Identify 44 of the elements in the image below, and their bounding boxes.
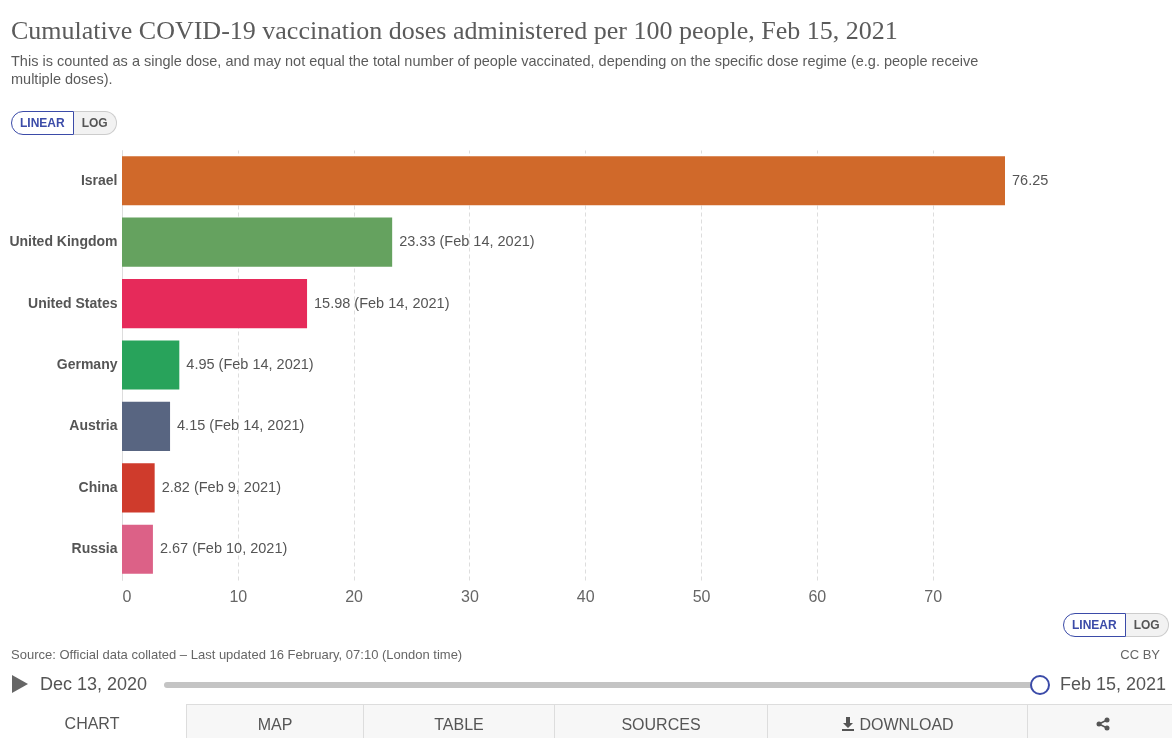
- bar: [122, 401, 171, 451]
- source-note: Source: Official data collated – Last updated 16 February, 07:10 (London time): [11, 647, 463, 662]
- text: LINEAR: [1063, 613, 1126, 637]
- x-tick-label: 40: [576, 587, 595, 605]
- bar: [122, 463, 155, 513]
- x-tick-label: 60: [808, 587, 827, 605]
- data-label: 4.15 (Feb 14, 2021): [177, 417, 305, 434]
- text: MAP: [186, 704, 364, 738]
- x-tick-label: 50: [692, 587, 711, 605]
- y-tick-label: Russia: [71, 540, 118, 557]
- text: LOG: [1125, 613, 1169, 637]
- data-label: 2.82 (Feb 9, 2021): [161, 478, 281, 495]
- data-label: 2.67 (Feb 10, 2021): [159, 540, 288, 557]
- x-tick-label: 0: [122, 587, 132, 605]
- data-label: 4.95 (Feb 14, 2021): [186, 356, 314, 372]
- text: LOG: [73, 111, 117, 135]
- y-tick-label: Germany: [56, 356, 118, 372]
- data-label: 15.98 (Feb 14, 2021): [314, 294, 450, 311]
- y-tick-label: United States: [28, 294, 118, 311]
- text: TABLE: [363, 704, 555, 738]
- y-tick-label: China: [78, 478, 118, 495]
- text: CHART: [0, 704, 185, 738]
- text: SOURCES: [554, 704, 768, 738]
- chart-title: Cumulative COVID-19 vaccination doses administered per 100 people, Feb 15, 2021: [11, 16, 898, 46]
- text: DOWNLOAD: [859, 716, 954, 733]
- x-tick-label: 70: [924, 587, 943, 605]
- text: LINEAR: [11, 111, 74, 135]
- y-tick-label: United Kingdom: [9, 233, 118, 250]
- chart-subtitle: This is counted as a single dose, and may not equal the total number of people vaccinated, depending on the specific dose regime (e.g. people receive multiple doses).: [11, 52, 980, 88]
- bar: [122, 524, 153, 574]
- x-tick-label: 10: [229, 587, 248, 605]
- y-tick-label: Israel: [80, 171, 118, 188]
- text: CC BY: [1120, 647, 1160, 662]
- bar: [122, 156, 1005, 206]
- bar: [122, 279, 308, 329]
- data-label: 76.25: [1012, 171, 1049, 188]
- bar: [122, 340, 180, 390]
- text: Feb 15, 2021: [1060, 674, 1167, 695]
- text: Dec 13, 2020: [40, 674, 148, 695]
- x-tick-label: 20: [345, 587, 364, 605]
- bar: [122, 217, 393, 267]
- data-label: 23.33 (Feb 14, 2021): [399, 233, 535, 250]
- x-tick-label: 30: [461, 587, 479, 605]
- y-tick-label: Austria: [69, 417, 118, 434]
